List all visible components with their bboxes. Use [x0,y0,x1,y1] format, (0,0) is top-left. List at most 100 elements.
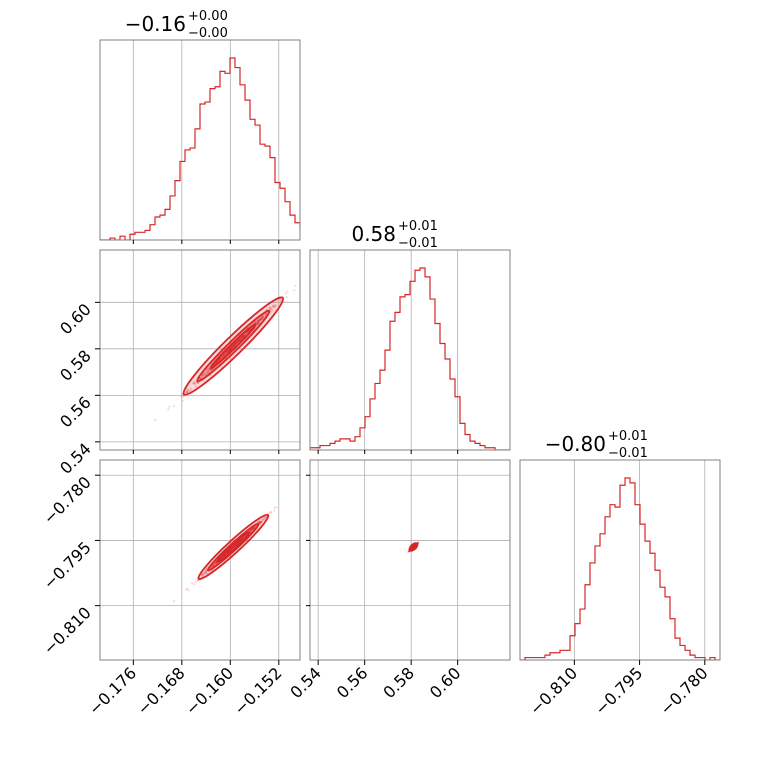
scatter-point [224,553,227,556]
scatter-point [412,545,415,549]
scatter-point [186,391,189,394]
scatter-point [230,346,233,349]
scatter-point [236,542,239,545]
scatter-point [233,343,236,346]
scatter-point [202,373,205,376]
scatter-point [225,351,229,355]
scatter-point [228,548,231,551]
scatter-point [412,545,415,548]
scatter-point [236,541,239,544]
scatter-point [227,549,231,552]
scatter-point [226,551,229,554]
scatter-point [238,539,242,542]
scatter-point [412,545,416,548]
scatter-point [229,346,232,349]
scatter-point [242,334,245,338]
scatter-point [251,528,254,531]
scatter-point [255,320,258,323]
scatter-point [412,545,415,549]
scatter-point [235,543,238,546]
scatter-point [212,564,216,567]
scatter-point [204,569,207,572]
scatter-point [231,344,235,347]
scatter-point [412,546,415,549]
scatter-point [256,319,259,323]
scatter-point [228,549,231,553]
scatter-point [412,546,415,549]
scatter-point [223,554,226,557]
scatter-point [273,506,276,509]
scatter-point [229,547,233,551]
scatter-point [193,382,196,385]
scatter-point [240,537,243,540]
scatter-point [191,382,195,385]
scatter-point [268,306,272,309]
scatter-point [229,347,232,351]
scatter-point [256,319,260,322]
scatter-point [241,537,244,540]
scatter-point [412,545,415,548]
scatter-point [412,545,415,548]
scatter-point [234,543,237,547]
scatter-point [185,391,188,394]
scatter-point [231,345,234,348]
scatter-point [412,545,415,549]
scatter-point [228,349,231,352]
scatter-point [260,318,263,321]
scatter-point [235,541,239,544]
scatter-point [214,562,217,565]
contour-level [209,323,257,369]
scatter-point [180,395,183,398]
scatter-point [412,546,415,549]
contour-level [410,543,417,551]
scatter-point [242,335,245,338]
scatter-point [204,571,207,574]
scatter-point [227,550,230,553]
scatter-point [237,542,240,545]
contour-level [216,531,251,563]
scatter-point [412,545,415,548]
scatter-point [202,571,205,574]
scatter-point [261,315,264,318]
scatter-point [211,564,215,567]
scatter-point [233,342,236,346]
param-title-minus: −0.00 [188,26,228,41]
scatter-point [412,545,415,549]
scatter-point [412,545,415,548]
scatter-point [257,321,261,324]
scatter-point [241,538,244,541]
scatter-point [412,545,415,548]
scatter-point [227,349,230,352]
scatter-point [172,600,176,603]
scatter-point [234,342,237,345]
scatter-point [238,339,241,342]
scatter-point [226,349,230,352]
scatter-point [412,545,415,549]
scatter-point [412,546,415,549]
scatter-point [412,545,415,548]
scatter-point [205,370,208,373]
y-tick-label: 0.58 [56,346,95,385]
scatter-point [412,546,415,549]
scatter-point [236,340,240,343]
scatter-point [182,395,185,398]
scatter-point [274,305,277,308]
scatter-point [237,542,240,545]
scatter-point [221,555,225,558]
scatter-point [225,551,228,554]
scatter-point [227,550,230,554]
scatter-point [240,337,244,340]
scatter-point [239,538,243,542]
scatter-point [232,345,235,348]
scatter-point [412,545,415,549]
scatter-point [412,545,415,549]
scatter-point [269,310,272,313]
x-tick-label: −0.780 [656,663,711,718]
scatter-point [232,545,235,548]
scatter-point [229,348,233,351]
scatter-point [412,545,415,549]
contour-level [196,309,271,383]
scatter-point [412,545,415,549]
scatter-point [264,313,267,316]
scatter-point [225,552,228,555]
